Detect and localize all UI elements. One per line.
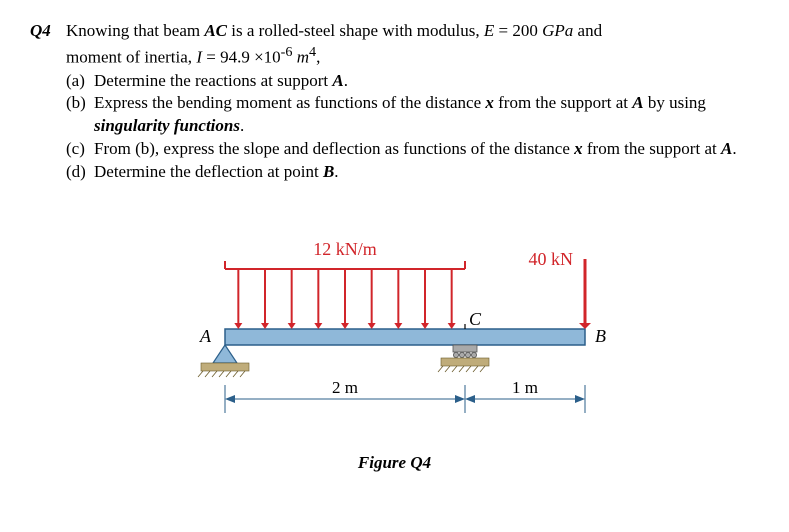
part-a: (a) Determine the reactions at support A… (66, 70, 759, 93)
text: , (316, 48, 320, 67)
I-exponent: -6 (281, 44, 293, 60)
var-x: x (485, 93, 494, 112)
part-text: Express the bending moment as functions … (94, 92, 759, 138)
text: from the support at (494, 93, 632, 112)
part-text: Determine the reactions at support A. (94, 70, 759, 93)
E-symbol: E (484, 21, 494, 40)
text: From (b), express the slope and deflecti… (94, 139, 574, 158)
E-value: = 200 (494, 21, 542, 40)
part-text: From (b), express the slope and deflecti… (94, 138, 759, 161)
part-b: (b) Express the bending moment as functi… (66, 92, 759, 138)
svg-text:A: A (199, 326, 212, 346)
text: . (334, 162, 338, 181)
text: and (573, 21, 602, 40)
svg-text:40 kN: 40 kN (528, 249, 573, 269)
svg-text:1 m: 1 m (512, 378, 538, 397)
svg-text:12 kN/m: 12 kN/m (313, 239, 377, 259)
text: moment of inertia, (66, 48, 196, 67)
text: . (240, 116, 244, 135)
part-label: (a) (66, 70, 94, 93)
point-A: A (332, 71, 343, 90)
text: from the support at (583, 139, 721, 158)
I-value: = 94.9 ×10 (202, 48, 281, 67)
text: Determine the deflection at point (94, 162, 323, 181)
text: Express the bending moment as functions … (94, 93, 485, 112)
part-text: Determine the deflection at point B. (94, 161, 759, 184)
text: by using (644, 93, 706, 112)
text: Knowing that beam (66, 21, 204, 40)
figure-caption: Figure Q4 (165, 452, 625, 475)
beam-label: AC (204, 21, 227, 40)
point-B: B (323, 162, 334, 181)
part-label: (c) (66, 138, 94, 161)
question-header: Q4 Knowing that beam AC is a rolled-stee… (30, 20, 759, 43)
svg-text:2 m: 2 m (332, 378, 358, 397)
part-d: (d) Determine the deflection at point B. (66, 161, 759, 184)
point-A: A (721, 139, 732, 158)
inertia-line: moment of inertia, I = 94.9 ×10-6 m4, (66, 43, 759, 70)
svg-text:C: C (469, 309, 482, 329)
emphasis: singularity functions (94, 116, 240, 135)
text: . (344, 71, 348, 90)
question-block: Q4 Knowing that beam AC is a rolled-stee… (30, 20, 759, 475)
text: . (732, 139, 736, 158)
point-A: A (632, 93, 643, 112)
text: is a rolled-steel shape with modulus, (227, 21, 484, 40)
figure-wrap: 12 kN/m 40 kN A C B 2 m 1 m Figure Q4 (165, 214, 625, 475)
question-number: Q4 (30, 20, 66, 43)
E-unit: GPa (542, 21, 573, 40)
question-intro: Knowing that beam AC is a rolled-steel s… (66, 20, 759, 43)
I-unit-m: m (292, 48, 309, 67)
text: Determine the reactions at support (94, 71, 332, 90)
part-c: (c) From (b), express the slope and defl… (66, 138, 759, 161)
var-x: x (574, 139, 583, 158)
beam-figure: 12 kN/m 40 kN A C B 2 m 1 m (165, 214, 625, 444)
svg-text:B: B (595, 326, 606, 346)
part-label: (b) (66, 92, 94, 138)
part-label: (d) (66, 161, 94, 184)
